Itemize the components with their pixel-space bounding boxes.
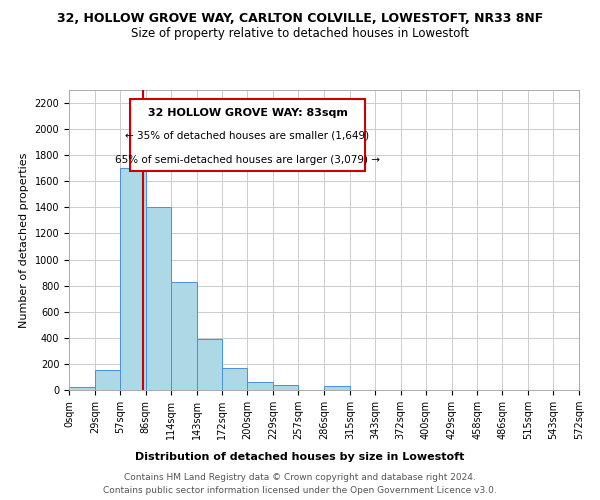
Bar	[197, 339, 223, 390]
Y-axis label: Number of detached properties: Number of detached properties	[19, 152, 29, 328]
Bar	[146, 208, 170, 390]
Bar	[223, 368, 247, 390]
Bar	[170, 282, 197, 390]
Bar	[324, 386, 350, 390]
FancyBboxPatch shape	[130, 99, 365, 171]
Text: Size of property relative to detached houses in Lowestoft: Size of property relative to detached ho…	[131, 28, 469, 40]
Bar	[69, 388, 95, 390]
Text: 32 HOLLOW GROVE WAY: 83sqm: 32 HOLLOW GROVE WAY: 83sqm	[148, 108, 347, 118]
Bar	[247, 382, 273, 390]
Bar	[95, 370, 120, 390]
Text: 65% of semi-detached houses are larger (3,079) →: 65% of semi-detached houses are larger (…	[115, 155, 380, 165]
Text: 32, HOLLOW GROVE WAY, CARLTON COLVILLE, LOWESTOFT, NR33 8NF: 32, HOLLOW GROVE WAY, CARLTON COLVILLE, …	[57, 12, 543, 26]
Text: ← 35% of detached houses are smaller (1,649): ← 35% of detached houses are smaller (1,…	[125, 130, 370, 140]
Text: Distribution of detached houses by size in Lowestoft: Distribution of detached houses by size …	[136, 452, 464, 462]
Bar	[273, 386, 298, 390]
Bar	[120, 168, 146, 390]
Text: Contains HM Land Registry data © Crown copyright and database right 2024.
Contai: Contains HM Land Registry data © Crown c…	[103, 474, 497, 495]
